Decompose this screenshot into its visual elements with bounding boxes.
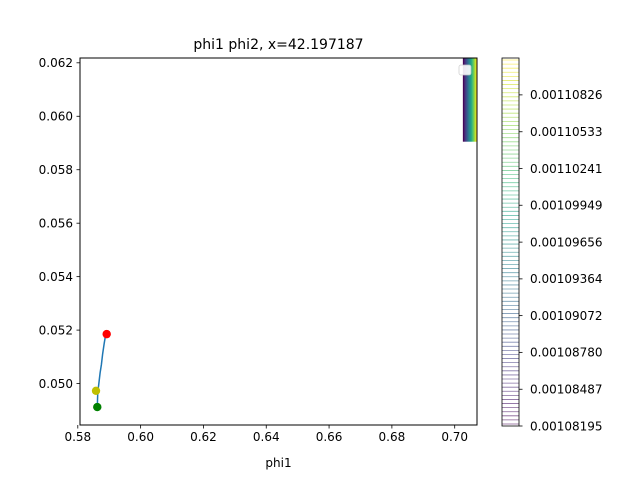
y-tick-label: 0.056 bbox=[39, 216, 73, 230]
data-point-marker bbox=[91, 386, 101, 395]
colorbar-tick-label: 0.00109949 bbox=[530, 199, 603, 213]
inset-gradient-strip bbox=[475, 58, 477, 142]
legend-box bbox=[458, 64, 472, 76]
x-axis-label: phi1 bbox=[265, 456, 291, 470]
x-tick-label: 0.62 bbox=[190, 430, 217, 444]
inset-gradient-strip bbox=[467, 58, 469, 142]
chart-title: phi1 phi2, x=42.197187 bbox=[193, 37, 363, 53]
colorbar-tick-label: 0.00109364 bbox=[530, 272, 603, 286]
colorbar-tick-label: 0.00109072 bbox=[530, 309, 603, 323]
inset-gradient-strip bbox=[464, 58, 466, 142]
data-point-marker bbox=[102, 329, 111, 339]
inset-gradient-strip bbox=[463, 58, 465, 142]
inset-gradient-strip bbox=[472, 58, 474, 142]
inset-gradient-strip bbox=[473, 58, 475, 142]
colorbar-tick-label: 0.00108780 bbox=[530, 346, 603, 360]
inset-gradient-strip bbox=[462, 58, 465, 142]
inset-gradient-strip bbox=[465, 58, 467, 142]
inset-gradient-strip bbox=[470, 58, 472, 142]
colorbar-tick-label: 0.00108195 bbox=[530, 419, 603, 433]
inset-gradient-strip bbox=[466, 58, 468, 142]
colorbar-tick-label: 0.00108487 bbox=[530, 383, 603, 397]
y-tick-label: 0.052 bbox=[39, 323, 73, 337]
y-tick-label: 0.060 bbox=[39, 110, 73, 124]
x-tick-label: 0.64 bbox=[253, 430, 280, 444]
x-tick-label: 0.66 bbox=[316, 430, 343, 444]
data-point-marker bbox=[93, 402, 102, 412]
x-tick-label: 0.60 bbox=[127, 430, 154, 444]
inset-gradient-strip bbox=[468, 58, 470, 142]
x-tick-label: 0.58 bbox=[64, 430, 91, 444]
inset-gradient-strip bbox=[469, 58, 471, 142]
y-tick-label: 0.058 bbox=[39, 163, 73, 177]
colorbar-tick-label: 0.00110826 bbox=[530, 88, 603, 102]
y-tick-label: 0.062 bbox=[39, 56, 73, 70]
plot-frame bbox=[79, 57, 478, 426]
colorbar-tick-label: 0.00110533 bbox=[530, 125, 603, 139]
inset-gradient-strip bbox=[469, 58, 472, 142]
plot-area bbox=[80, 58, 477, 425]
x-tick-label: 0.70 bbox=[441, 430, 468, 444]
colorbar-tick-label: 0.00109656 bbox=[530, 235, 603, 249]
y-tick-label: 0.050 bbox=[39, 377, 73, 391]
y-tick-label: 0.054 bbox=[39, 270, 73, 284]
colorbar-tick-label: 0.00110241 bbox=[530, 162, 603, 176]
inset-gradient-strip bbox=[471, 58, 473, 142]
x-tick-label: 0.68 bbox=[379, 430, 406, 444]
inset-gradient-strip bbox=[474, 58, 476, 142]
